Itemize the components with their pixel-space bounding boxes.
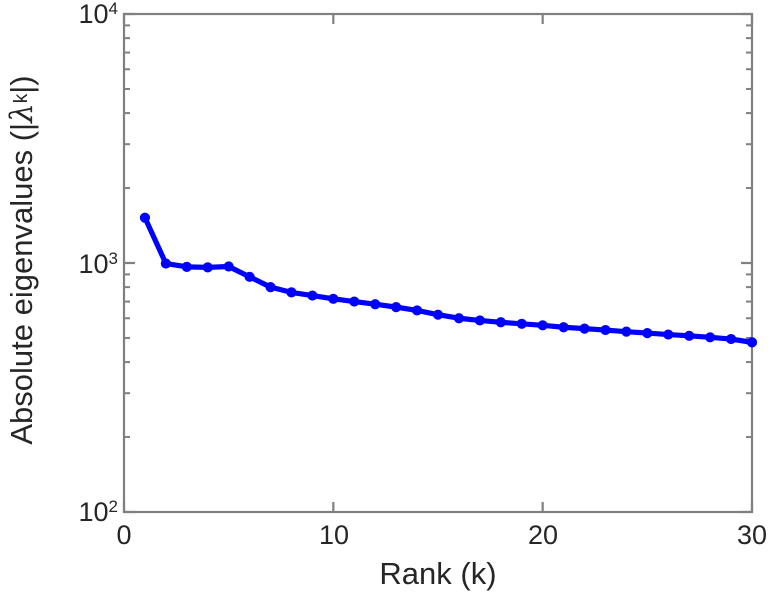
data-point-21 — [558, 322, 569, 333]
x-tick-label-20: 20 — [527, 520, 559, 550]
data-point-19 — [516, 318, 527, 329]
data-point-29 — [725, 333, 737, 345]
data-point-14 — [411, 305, 423, 316]
data-point-9 — [307, 290, 318, 301]
data-point-1 — [139, 212, 151, 223]
data-point-24 — [621, 326, 632, 337]
data-point-10 — [328, 293, 339, 304]
data-point-15 — [432, 309, 444, 320]
x-axis-title: Rank (k) — [379, 556, 497, 591]
data-series-layer — [139, 212, 758, 348]
data-point-27 — [684, 330, 695, 341]
y-tick-label-10e2: 102 — [78, 497, 118, 527]
x-tick-label-30: 30 — [736, 520, 768, 550]
y-axis-ticks — [124, 12, 752, 514]
data-point-11 — [349, 296, 360, 307]
data-point-8 — [286, 287, 297, 298]
data-point-6 — [244, 271, 255, 282]
axis-box — [122, 12, 754, 514]
y-tick-label-10e3: 103 — [78, 249, 118, 279]
data-point-23 — [600, 324, 611, 336]
y-axis-tick-labels: 104 103 102 — [48, 0, 118, 530]
data-point-20 — [537, 320, 548, 331]
data-point-3 — [181, 261, 192, 272]
data-point-7 — [265, 282, 276, 293]
data-point-28 — [705, 332, 716, 343]
data-point-16 — [453, 313, 465, 324]
x-axis-ticks — [122, 14, 754, 512]
data-point-4 — [202, 262, 213, 273]
x-tick-label-0: 0 — [116, 520, 132, 550]
data-point-13 — [391, 302, 402, 313]
data-point-22 — [579, 323, 590, 334]
data-point-18 — [495, 317, 506, 328]
data-point-30 — [746, 337, 758, 348]
data-point-17 — [474, 315, 485, 326]
data-point-12 — [370, 299, 381, 310]
data-point-26 — [663, 329, 674, 340]
x-tick-label-10: 10 — [318, 520, 350, 550]
data-point-5 — [223, 261, 234, 272]
y-tick-label-10e4: 104 — [78, 0, 118, 29]
data-point-25 — [642, 327, 653, 339]
data-point-2 — [160, 258, 171, 269]
